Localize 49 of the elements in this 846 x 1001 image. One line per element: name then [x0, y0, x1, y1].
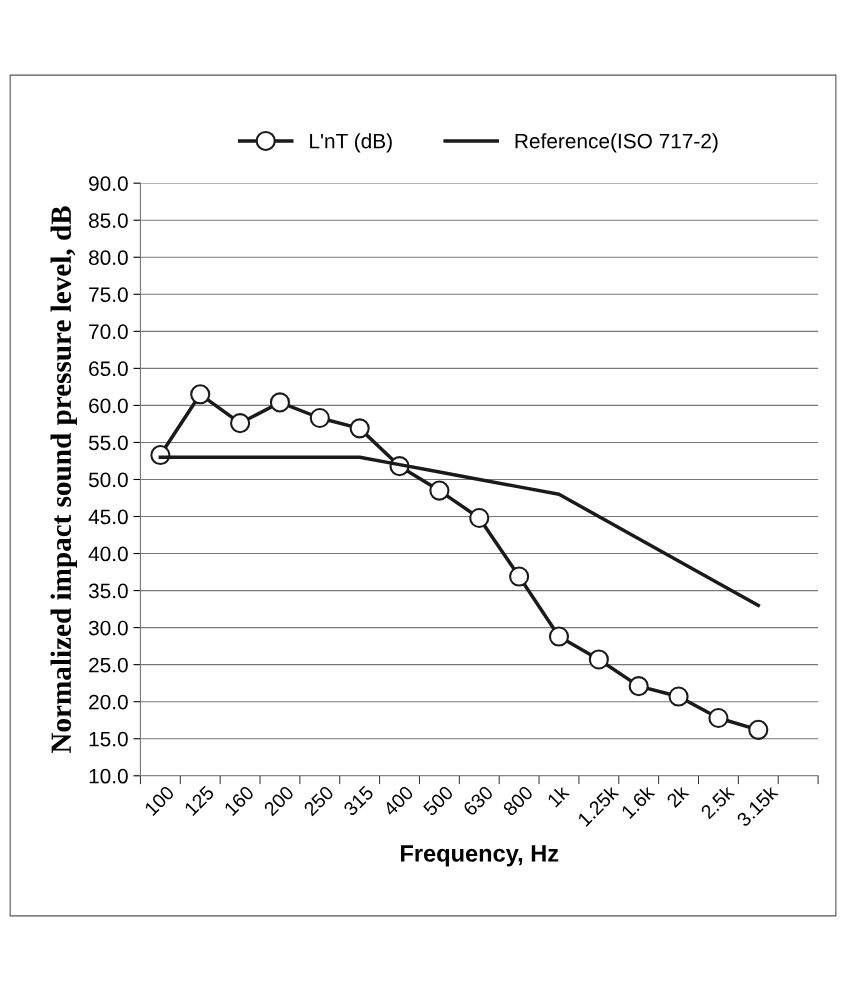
- x-tick-label: 2k: [665, 784, 690, 808]
- x-tick-label: 1.6k: [620, 784, 656, 820]
- point: [230, 413, 251, 434]
- y-tick-label: 55.0: [88, 435, 128, 451]
- y-tick-label: 45.0: [88, 509, 128, 525]
- y-tick-label: 20.0: [89, 694, 128, 710]
- x-axis-title: Frequency, Hz: [401, 845, 559, 867]
- y-tick-label: 90.0: [89, 176, 128, 191]
- y-tick-label: 50.0: [88, 472, 128, 488]
- x-tick-label: 1k: [546, 784, 570, 808]
- point: [269, 392, 291, 413]
- x-tick-label: 800: [502, 785, 534, 817]
- point: [429, 480, 450, 501]
- x-tick-label: 2.5k: [699, 784, 736, 820]
- x-tick-label: 500: [422, 785, 455, 817]
- x-tick-label: 250: [302, 785, 335, 817]
- x-tick-label: 200: [263, 785, 295, 817]
- point: [309, 407, 330, 429]
- y-axis-title: Normalized impact sound pressure level, dB: [50, 206, 77, 754]
- x-tick-label: 160: [223, 785, 255, 817]
- y-tick-label: 65.0: [89, 361, 128, 377]
- y-tick-label: 70.0: [89, 324, 128, 340]
- point: [509, 566, 530, 587]
- legend-label: L'nT (dB): [310, 133, 392, 153]
- y-tick-label: 40.0: [88, 546, 128, 562]
- x-tick-label: 400: [382, 785, 415, 817]
- legend-label: Reference(ISO 717-2): [515, 133, 718, 153]
- point: [708, 707, 729, 729]
- point: [548, 626, 570, 647]
- point: [349, 418, 370, 439]
- y-tick-label: 30.0: [88, 620, 128, 636]
- point: [588, 649, 609, 670]
- y-tick-label: 80.0: [88, 250, 128, 266]
- y-tick-label: 75.0: [89, 287, 128, 303]
- y-tick-label: 25.0: [89, 657, 128, 673]
- y-tick-label: 85.0: [88, 213, 128, 228]
- point: [628, 676, 649, 697]
- x-tick-label: 315: [342, 785, 375, 817]
- x-tick-label: 100: [143, 785, 175, 817]
- point: [668, 686, 689, 707]
- x-tick-label: 630: [462, 785, 494, 817]
- y-tick-label: 15.0: [89, 731, 128, 747]
- y-tick-label: 35.0: [88, 583, 128, 599]
- y-tick-label: 60.0: [89, 398, 128, 414]
- x-tick-label: 125: [183, 785, 215, 817]
- point: [190, 384, 211, 405]
- point: [748, 719, 769, 740]
- point: [469, 507, 490, 529]
- y-tick-label: 10.0: [89, 768, 128, 784]
